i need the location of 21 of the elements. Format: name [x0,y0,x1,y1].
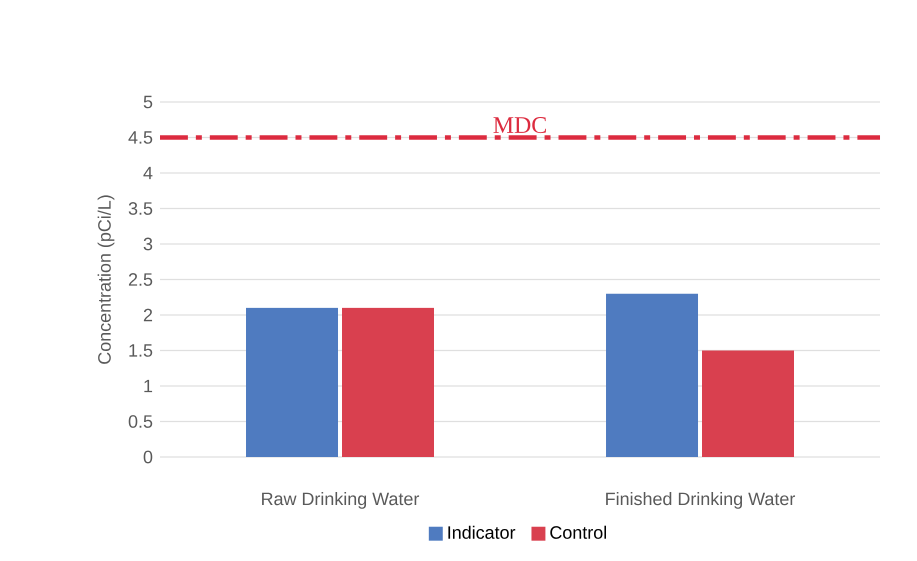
bar [246,308,338,457]
legend-label: Control [550,526,606,539]
y-tick-label: 3 [144,238,152,250]
bar [342,308,434,457]
y-tick-label: 0 [144,450,152,464]
y-tick-label: 4 [143,166,152,180]
x-tick-label: Finished Drinking Water [606,492,796,509]
y-tick-label: 1 [144,380,152,392]
y-axis-title: Concentration (pCi/L) [98,195,114,364]
y-tick-label: 4.5 [128,131,152,144]
y-tick-label: 0.5 [128,415,152,428]
bar [702,350,794,457]
y-tick-label: 1.5 [129,344,152,357]
y-tick-label: 3.5 [128,202,152,215]
ref-line-label: MDC [493,117,546,134]
x-tick-label: Raw Drinking Water [262,492,420,509]
y-tick-label: 2 [144,308,152,322]
y-tick-label: 5 [144,96,152,108]
bar [606,294,698,457]
legend-label: Indicator [448,526,516,539]
y-tick-label: 2.5 [128,273,152,286]
